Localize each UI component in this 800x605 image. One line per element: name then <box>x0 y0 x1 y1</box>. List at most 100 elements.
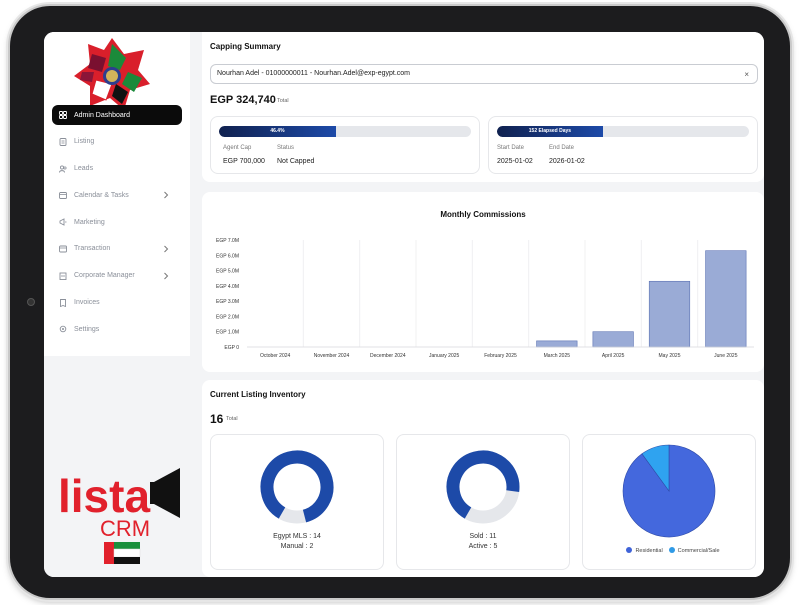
capping-summary-card: Capping Summary Nourhan Adel - 010000000… <box>202 32 764 182</box>
x-tick-label: April 2025 <box>602 353 625 359</box>
gulf-flags-emblem-icon <box>74 38 150 110</box>
lista-crm-logo: lista CRM <box>58 468 180 564</box>
end-date-label: End Date <box>549 145 575 151</box>
end-date-value: 2026-01-02 <box>549 158 585 165</box>
logo-sub: CRM <box>100 516 150 541</box>
capping-total-amount: EGP 324,740 <box>210 94 276 106</box>
type-pie-chart <box>622 444 716 538</box>
status-label: Status <box>277 145 295 151</box>
y-tick-label: EGP 6.0M <box>216 253 239 259</box>
chevron-right-icon <box>162 191 170 199</box>
x-tick-label: March 2025 <box>544 353 571 359</box>
sidebar-item-settings[interactable]: Settings <box>52 319 182 339</box>
bar[interactable] <box>536 340 578 348</box>
bar[interactable] <box>705 250 747 348</box>
sidebar-item-invoices[interactable]: Invoices <box>52 293 182 313</box>
sidebar-item-label: Settings <box>74 325 100 333</box>
type-pie-card: Residential Commercial/Sale <box>582 434 756 570</box>
cap-progress-bar: 46.4% <box>219 126 471 137</box>
monthly-commissions-chart: EGP 0 EGP 1.0M EGP 2.0M EGP 3.0M EGP 4.0M EGP… <box>216 238 754 359</box>
sidebar-item-admin-dashboard[interactable]: Admin Dashboard <box>52 105 182 125</box>
camera-dot <box>27 298 35 306</box>
x-tick-label: January 2025 <box>429 353 460 359</box>
sidebar-item-label: Invoices <box>74 299 100 307</box>
legend-swatch <box>668 547 675 553</box>
pie-slice[interactable] <box>641 444 670 492</box>
y-tick-label: EGP 1.0M <box>216 330 239 336</box>
cap-progress-fill: 46.4% <box>219 126 336 137</box>
sidebar-item-label: Corporate Manager <box>74 272 135 280</box>
x-tick-label: February 2025 <box>484 353 517 359</box>
sidebar-panel: Admin Dashboard Listing Leads Calendar & Ta… <box>44 32 190 356</box>
inventory-total-label: Total <box>226 416 238 422</box>
chevron-right-icon <box>162 245 170 253</box>
active-count: Active : 5 <box>468 543 498 550</box>
sidebar-item-label: Marketing <box>74 218 105 226</box>
y-tick-label: EGP 4.0M <box>216 284 239 290</box>
settings-icon <box>59 325 67 333</box>
app-screen: Admin Dashboard Listing Leads Calendar & Ta… <box>44 32 764 577</box>
egypt-mls-count: Egypt MLS : 14 <box>273 533 321 540</box>
sold-count: Sold : 11 <box>469 533 497 540</box>
days-progress-card: 152 Elapsed Days Start Date 2025-01-02 E… <box>488 116 758 174</box>
sidebar-item-calendar-tasks[interactable]: Calendar & Tasks <box>52 185 182 205</box>
sidebar: Admin Dashboard Listing Leads Calendar & Ta… <box>44 32 190 577</box>
days-progress-fill: 152 Elapsed Days <box>497 126 603 137</box>
source-donut-chart <box>260 450 334 524</box>
listing-icon <box>59 137 67 146</box>
bar[interactable] <box>648 280 691 348</box>
x-tick-label: November 2024 <box>314 353 350 359</box>
sidebar-item-label: Transaction <box>74 245 111 253</box>
sidebar-item-label: Calendar & Tasks <box>74 191 129 199</box>
legend-label[interactable]: Residential <box>635 548 663 554</box>
calendar-icon <box>59 191 67 200</box>
status-value: Not Capped <box>277 158 315 165</box>
clear-icon[interactable]: × <box>744 70 749 79</box>
marketing-icon <box>59 218 67 226</box>
leads-icon <box>59 165 67 173</box>
days-progress-bar: 152 Elapsed Days <box>497 126 749 137</box>
listing-inventory-card: Current Listing Inventory 16 Total Egypt… <box>202 380 764 577</box>
status-donut-chart <box>446 450 520 524</box>
x-tick-label: October 2024 <box>260 353 291 359</box>
sidebar-item-transaction[interactable]: Transaction <box>52 239 182 259</box>
agent-select-input[interactable]: Nourhan Adel - 01000000011 - Nourhan.Ade… <box>210 64 758 84</box>
sidebar-item-corporate-manager[interactable]: Corporate Manager <box>52 266 182 286</box>
monthly-commissions-card: Monthly Commissions EGP 0 EGP 1.0M EGP 2.0… <box>202 192 764 372</box>
inventory-title: Current Listing Inventory <box>210 390 306 399</box>
corporate-icon <box>59 272 67 280</box>
source-donut-card: Egypt MLS : 14 Manual : 2 <box>210 434 384 570</box>
y-tick-label: EGP 2.0M <box>216 314 239 320</box>
legend-label[interactable]: Commercial/Sale <box>677 548 720 554</box>
logo-word: lista <box>58 470 150 522</box>
dashboard-icon <box>59 111 67 119</box>
capping-total-label: Total <box>277 98 289 104</box>
sidebar-menu: Admin Dashboard Listing Leads Calendar & Ta… <box>52 105 182 346</box>
agent-cap-value: EGP 700,000 <box>223 158 265 165</box>
cap-progress-card: 46.4% Agent Cap EGP 700,000 Status Not C… <box>210 116 480 174</box>
main-content: Capping Summary Nourhan Adel - 010000000… <box>190 32 764 577</box>
sidebar-item-leads[interactable]: Leads <box>52 159 182 179</box>
capping-title: Capping Summary <box>210 42 281 51</box>
legend-swatch <box>626 547 633 553</box>
chevron-right-icon <box>162 272 170 280</box>
inventory-total: 16 <box>210 412 224 426</box>
start-date-label: Start Date <box>497 145 525 151</box>
y-tick-label: EGP 0 <box>224 345 239 351</box>
tablet-frame: Admin Dashboard Listing Leads Calendar & Ta… <box>10 6 790 598</box>
sidebar-item-label: Leads <box>74 165 94 173</box>
sidebar-item-label: Admin Dashboard <box>74 111 131 119</box>
x-tick-label: May 2025 <box>659 353 681 359</box>
x-tick-label: December 2024 <box>370 353 406 359</box>
status-donut-card: Sold : 11 Active : 5 <box>396 434 570 570</box>
agent-cap-label: Agent Cap <box>223 145 252 151</box>
start-date-value: 2025-01-02 <box>497 158 533 165</box>
sidebar-item-marketing[interactable]: Marketing <box>52 212 182 232</box>
chart-title: Monthly Commissions <box>440 210 526 219</box>
y-tick-label: EGP 5.0M <box>216 269 239 275</box>
sidebar-item-listing[interactable]: Listing <box>52 132 182 152</box>
sidebar-item-label: Listing <box>74 138 95 146</box>
manual-count: Manual : 2 <box>280 543 314 550</box>
bar[interactable] <box>592 331 634 348</box>
y-tick-label: EGP 7.0M <box>216 238 239 244</box>
